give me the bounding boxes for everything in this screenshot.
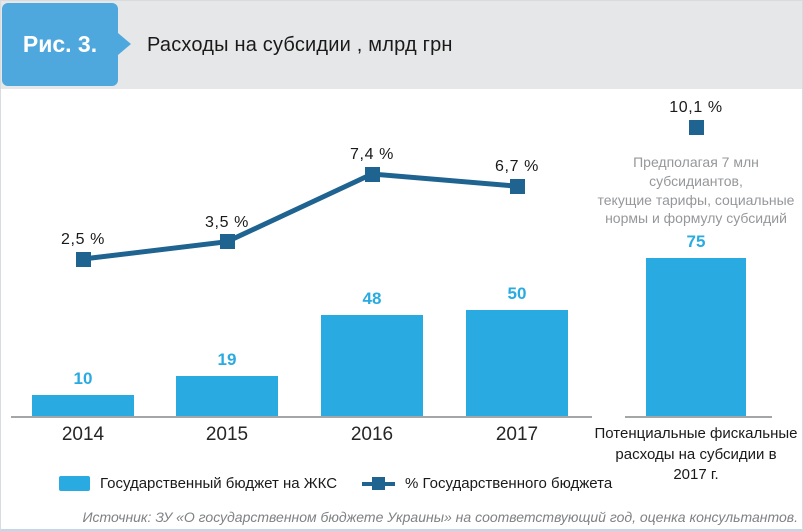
chart-title: Расходы на субсидии , млрд грн [147,33,453,56]
plot-area: Государственный бюджет на ЖКС % Государс… [1,89,802,529]
x-tick-label-potential: Потенциальные фискальные расходы на субси… [594,425,798,484]
x-tick-label-2014: 2014 [61,424,105,445]
line-point-marker [509,178,525,194]
line-point-marker-potential [688,119,704,135]
bar-value-label: 48 [362,289,382,308]
figure-number-badge: Рис. 3. [2,3,118,86]
line-point-label: 3,5 % [205,213,249,231]
line-series-marker-icon [362,476,395,490]
line-point-label: 2,5 % [61,231,105,249]
x-axis-potential [625,416,772,418]
bar-value-label: 10 [73,369,93,388]
legend-label-state-budget: Государственный бюджет на ЖКС [100,474,338,492]
line-point-label: 7,4 % [350,146,394,163]
line-point-marker [219,234,235,250]
x-tick-label-2015: 2015 [205,424,249,445]
bar-2015 [176,376,278,416]
line-point-label: 6,7 % [495,158,539,176]
assumption-annotation: Предполагая 7 млн субсидиантов, текущие т… [597,154,795,227]
legend-item-pct-budget: % Государственного бюджета [362,474,612,492]
x-tick-label-2016: 2016 [350,424,394,445]
bar-value-label: 75 [686,232,706,251]
legend-label-pct-budget: % Государственного бюджета [405,474,613,492]
bar-value-label: 50 [507,284,527,303]
legend-item-state-budget: Государственный бюджет на ЖКС [59,474,337,492]
line-point-label-potential: 10,1 % [669,99,723,117]
bar-2017 [466,310,568,416]
x-axis-main [11,416,592,418]
bar-2014 [32,395,134,416]
source-note: Источник: ЗУ «О государственном бюджете … [82,509,798,525]
figure-header-band: Рис. 3. Расходы на субсидии , млрд грн [1,1,802,89]
bar-potential [646,258,746,416]
line-point-marker [364,166,380,182]
badge-arrow-icon [118,33,131,55]
line-point-marker [75,251,91,267]
figure-number-label: Рис. 3. [22,31,98,57]
bar-2016 [321,315,423,416]
x-tick-label-2017: 2017 [495,424,539,445]
bar-series-swatch-icon [59,475,90,491]
bar-value-label: 19 [217,350,237,369]
